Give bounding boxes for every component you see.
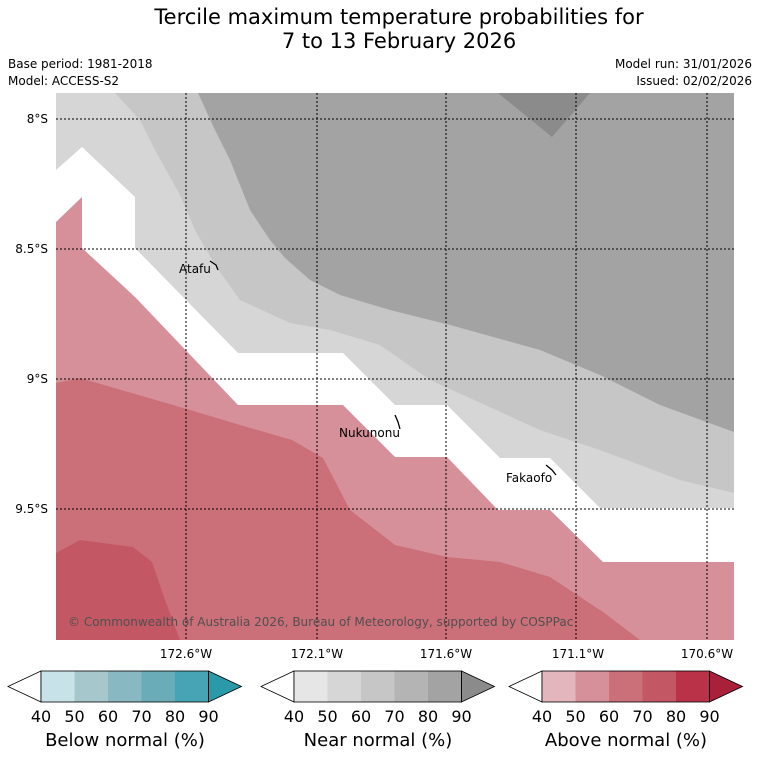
colorbar-near-segment (428, 671, 462, 702)
lon-label-170-6w: 170.6°W (681, 647, 733, 661)
place-atafu: Atafu (179, 262, 211, 276)
colorbar-title-above: Above normal (%) (544, 730, 708, 751)
colorbar-above-tick-label: 80 (666, 707, 686, 726)
colorbar-below-outline (40, 670, 209, 703)
colorbar-above-max-extend (709, 670, 744, 703)
colorbar-below-segment (108, 671, 142, 702)
fakaofo-atoll (545, 464, 557, 476)
colorbar-above-segment (642, 671, 676, 702)
colorbar-title-near: Near normal (%) (303, 730, 453, 751)
above-normal-70-region (56, 540, 180, 640)
colorbar-above-tick-label: 50 (565, 707, 585, 726)
colorbar-below-tick-label: 50 (64, 707, 84, 726)
colorbar-near: 40 50 60 70 80 90 (260, 670, 496, 726)
colorbars: 40 50 60 70 80 90 40 50 60 70 80 90 40 50 60 70 80 90 (7, 670, 744, 726)
colorbar-above-segment (609, 671, 643, 702)
graticule (56, 93, 734, 640)
colorbar-above-segment (542, 671, 576, 702)
base-period: Base period: 1981-2018 (8, 57, 153, 71)
lon-label-171-1w: 171.1°W (552, 647, 604, 661)
lon-label-172-6w: 172.6°W (160, 647, 212, 661)
model-name: Model: ACCESS-S2 (8, 74, 120, 88)
title-line-2: 7 to 13 February 2026 (281, 29, 517, 53)
place-fakaofo: Fakaofo (506, 471, 552, 485)
title-line-1: Tercile maximum temperature probabilitie… (154, 5, 644, 29)
colorbar-below-tick-label: 70 (131, 707, 151, 726)
colorbar-above-tick-label: 60 (599, 707, 619, 726)
lat-label-8s: 8°S (27, 112, 48, 126)
colorbar-near-tick-label: 70 (384, 707, 404, 726)
meta-left: Base period: 1981-2018 Model: ACCESS-S2 (8, 56, 153, 90)
colorbar-near-segment (361, 671, 395, 702)
colorbar-near-segment (327, 671, 361, 702)
lat-label-9s: 9°S (27, 372, 48, 386)
colorbar-below-tick-label: 60 (98, 707, 118, 726)
colorbar-above-segment (676, 671, 710, 702)
meta-right: Model run: 31/01/2026 Issued: 02/02/2026 (615, 56, 752, 90)
colorbar-above-segment (575, 671, 609, 702)
map-area: Atafu Nukunonu Fakaofo © Commonwealth of… (56, 93, 734, 640)
near-normal-80-region (198, 93, 734, 432)
colorbar-above: 40 50 60 70 80 90 (508, 670, 744, 726)
nukunonu-atoll (394, 414, 401, 430)
colorbar-near-segment (394, 671, 428, 702)
colorbar-near-tick-label: 50 (317, 707, 337, 726)
colorbar-below: 40 50 60 70 80 90 (7, 670, 243, 726)
colorbar-near-tick-label: 90 (451, 707, 471, 726)
colorbar-below-tick-label: 40 (31, 707, 51, 726)
colorbar-below-tick-label: 80 (165, 707, 185, 726)
colorbar-near-outline (293, 670, 462, 703)
atafu-atoll (209, 260, 219, 271)
lon-label-171-6w: 171.6°W (420, 647, 472, 661)
colorbar-below-tick-label: 90 (198, 707, 218, 726)
lon-label-172-1w: 172.1°W (291, 647, 343, 661)
lat-label-8-5s: 8.5°S (15, 242, 48, 256)
colorbar-below-max-extend (208, 670, 243, 703)
colorbar-title-below: Below normal (%) (45, 730, 205, 751)
colorbar-near-segment (294, 671, 328, 702)
lat-labels: 8°S 8.5°S 9°S 9.5°S (15, 112, 48, 516)
colorbar-near-tick-label: 40 (284, 707, 304, 726)
colorbar-below-segment (41, 671, 75, 702)
near-normal-90-region (498, 93, 590, 137)
model-run: Model run: 31/01/2026 (614, 57, 752, 71)
place-nukunonu: Nukunonu (339, 426, 400, 440)
colorbar-above-tick-label: 70 (632, 707, 652, 726)
colorbar-above-tick-label: 90 (699, 707, 719, 726)
colorbar-near-min-extend (260, 670, 295, 703)
colorbar-near-max-extend (461, 670, 496, 703)
colorbar-below-min-extend (7, 670, 42, 703)
colorbar-near-tick-label: 60 (351, 707, 371, 726)
colorbar-below-segment (141, 671, 175, 702)
colorbar-below-segment (74, 671, 108, 702)
copyright-text: © Commonwealth of Australia 2026, Bureau… (68, 615, 573, 629)
colorbar-above-min-extend (508, 670, 543, 703)
lon-labels: 172.6°W 172.1°W 171.6°W 171.1°W 170.6°W (160, 647, 733, 661)
lat-label-9-5s: 9.5°S (15, 502, 48, 516)
colorbar-below-segment (175, 671, 209, 702)
colorbar-above-outline (541, 670, 710, 703)
issued-date: Issued: 02/02/2026 (636, 74, 752, 88)
colorbar-above-tick-label: 40 (532, 707, 552, 726)
colorbar-near-tick-label: 80 (418, 707, 438, 726)
map-title: Tercile maximum temperature probabilitie… (0, 5, 758, 53)
